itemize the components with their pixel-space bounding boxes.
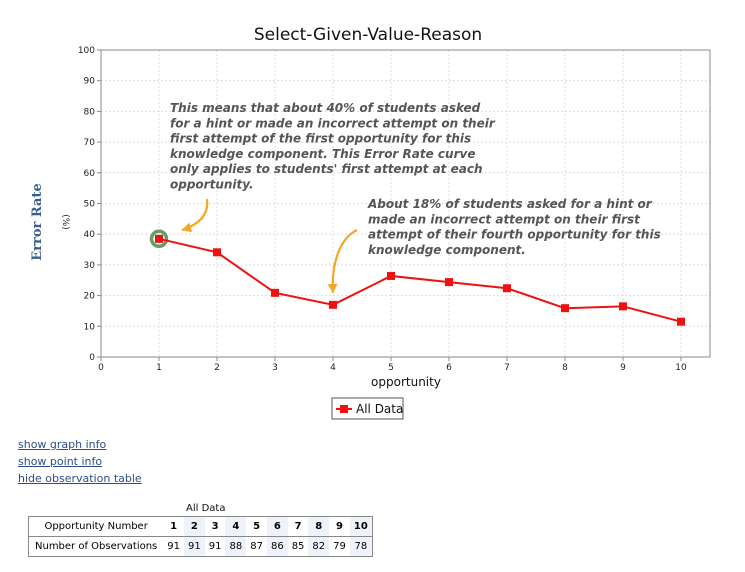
legend-marker bbox=[340, 405, 348, 413]
show-graph-info-link[interactable]: show graph info bbox=[18, 438, 107, 451]
chart-grid bbox=[101, 50, 710, 357]
y-tick-label: 0 bbox=[89, 353, 95, 363]
observation-table-caption: All Data bbox=[186, 503, 226, 514]
x-tick-label: 4 bbox=[330, 363, 336, 373]
highlight-ring bbox=[149, 229, 169, 249]
observation-count-cell: 79 bbox=[333, 541, 346, 552]
x-tick-label: 8 bbox=[562, 363, 568, 373]
data-point bbox=[677, 317, 685, 326]
y-axis-ticks: 0 10 20 30 40 50 60 70 80 90 100 bbox=[78, 46, 101, 363]
opportunity-number-cell: 8 bbox=[308, 516, 330, 537]
y-axis-unit: (%) bbox=[60, 214, 70, 230]
table-row-opportunity: Opportunity Number 1 2 3 4 5 6 7 8 9 10 bbox=[28, 516, 373, 537]
observation-count-cell: 78 bbox=[349, 536, 373, 557]
error-rate-chart: Select-Given-Value-Reason 01020304050607… bbox=[30, 25, 711, 420]
opportunity-number-cell: 2 bbox=[184, 516, 205, 537]
data-point bbox=[561, 304, 569, 313]
annotation-text-line: This means that about 40% of students as… bbox=[170, 101, 481, 115]
annotation-text-line: first attempt of the first opportunity f… bbox=[170, 132, 471, 146]
annotation-text-line: opportunity. bbox=[170, 178, 254, 192]
observation-count-cell: 91 bbox=[184, 536, 205, 557]
y-axis-label: Error Rate bbox=[30, 183, 45, 260]
opportunity-number-cell: 9 bbox=[336, 521, 343, 532]
annotations: This means that about 40% of students as… bbox=[170, 101, 661, 294]
annotation-text-line: knowledge component. bbox=[368, 243, 526, 257]
data-point bbox=[503, 284, 511, 293]
legend: All Data bbox=[331, 397, 404, 420]
observation-table: Opportunity Number 1 2 3 4 5 6 7 8 9 10 Number of… bbox=[28, 516, 373, 557]
observation-count-cell: 91 bbox=[167, 541, 181, 552]
x-tick-label: 10 bbox=[675, 363, 687, 373]
observation-count-cell: 86 bbox=[266, 536, 288, 557]
annotation-arrowhead bbox=[182, 222, 193, 233]
opportunity-number-cell: 6 bbox=[266, 516, 288, 537]
x-tick-label: 1 bbox=[156, 363, 162, 373]
data-point bbox=[445, 278, 453, 287]
hide-observation-table-link[interactable]: hide observation table bbox=[18, 472, 142, 485]
y-tick-label: 50 bbox=[84, 200, 96, 210]
annotation-arrowhead bbox=[327, 283, 338, 293]
data-point bbox=[155, 234, 163, 243]
annotation-text-line: attempt of their fourth opportunity for … bbox=[368, 228, 661, 242]
observation-count-cell: 91 bbox=[208, 541, 222, 552]
data-point bbox=[619, 302, 627, 311]
annotation-text-line: made an incorrect attempt on their first bbox=[368, 212, 641, 226]
y-tick-label: 10 bbox=[84, 322, 96, 332]
annotation-arrow bbox=[331, 229, 358, 294]
opportunity-number-cell: 3 bbox=[211, 521, 219, 532]
series-all-data bbox=[149, 229, 685, 326]
opportunity-number-cell: 10 bbox=[349, 516, 373, 537]
x-tick-label: 2 bbox=[214, 363, 220, 373]
observation-count-cell: 82 bbox=[308, 536, 330, 557]
x-tick-label: 5 bbox=[388, 363, 394, 373]
data-point bbox=[271, 288, 279, 297]
x-tick-label: 6 bbox=[446, 363, 452, 373]
show-point-info-link[interactable]: show point info bbox=[18, 455, 103, 468]
observation-count-cell: 88 bbox=[225, 536, 247, 557]
y-tick-label: 60 bbox=[84, 169, 96, 179]
opportunity-number-cell: 5 bbox=[253, 521, 261, 532]
x-tick-label: 3 bbox=[272, 363, 278, 373]
y-tick-label: 100 bbox=[78, 46, 95, 56]
data-point bbox=[329, 300, 337, 309]
legend-box bbox=[331, 397, 404, 420]
annotation-text-line: only applies to students' first attempt … bbox=[170, 162, 483, 176]
observation-count-cell: 87 bbox=[250, 541, 263, 552]
opportunity-number-cell: 7 bbox=[294, 521, 302, 532]
y-tick-label: 30 bbox=[84, 261, 96, 271]
observation-count-cell: 85 bbox=[291, 541, 305, 552]
annotation-text-line: for a hint or made an incorrect attempt … bbox=[170, 116, 496, 130]
table-row-observations: Number of Observations 91 91 91 88 87 86 85 82 7… bbox=[29, 536, 373, 557]
annotation-text-line: About 18% of students asked for a hint o… bbox=[367, 197, 653, 211]
x-axis-ticks: 0 1 2 3 4 5 6 7 8 9 10 bbox=[98, 357, 687, 373]
x-tick-label: 7 bbox=[504, 363, 510, 373]
chart-links: show graph info show point info hide obs… bbox=[18, 438, 142, 489]
y-tick-label: 80 bbox=[84, 107, 96, 117]
chart-title: Select-Given-Value-Reason bbox=[254, 25, 482, 45]
y-tick-label: 20 bbox=[84, 292, 96, 302]
x-axis-label: opportunity bbox=[371, 375, 441, 389]
annotation-text-line: knowledge component. This Error Rate cur… bbox=[170, 147, 475, 161]
x-tick-label: 9 bbox=[620, 363, 626, 373]
row-label-observations: Number of Observations bbox=[35, 541, 158, 552]
y-tick-label: 40 bbox=[84, 230, 96, 240]
opportunity-number-cell: 4 bbox=[225, 516, 247, 537]
y-tick-label: 70 bbox=[84, 138, 96, 148]
row-label-opportunity: Opportunity Number bbox=[44, 521, 148, 532]
x-tick-label: 0 bbox=[98, 363, 104, 373]
opportunity-number-cell: 1 bbox=[170, 521, 178, 532]
y-tick-label: 90 bbox=[84, 77, 96, 87]
legend-label: All Data bbox=[356, 402, 403, 416]
data-point bbox=[213, 248, 221, 257]
data-point bbox=[387, 271, 395, 280]
series-line bbox=[158, 237, 682, 323]
